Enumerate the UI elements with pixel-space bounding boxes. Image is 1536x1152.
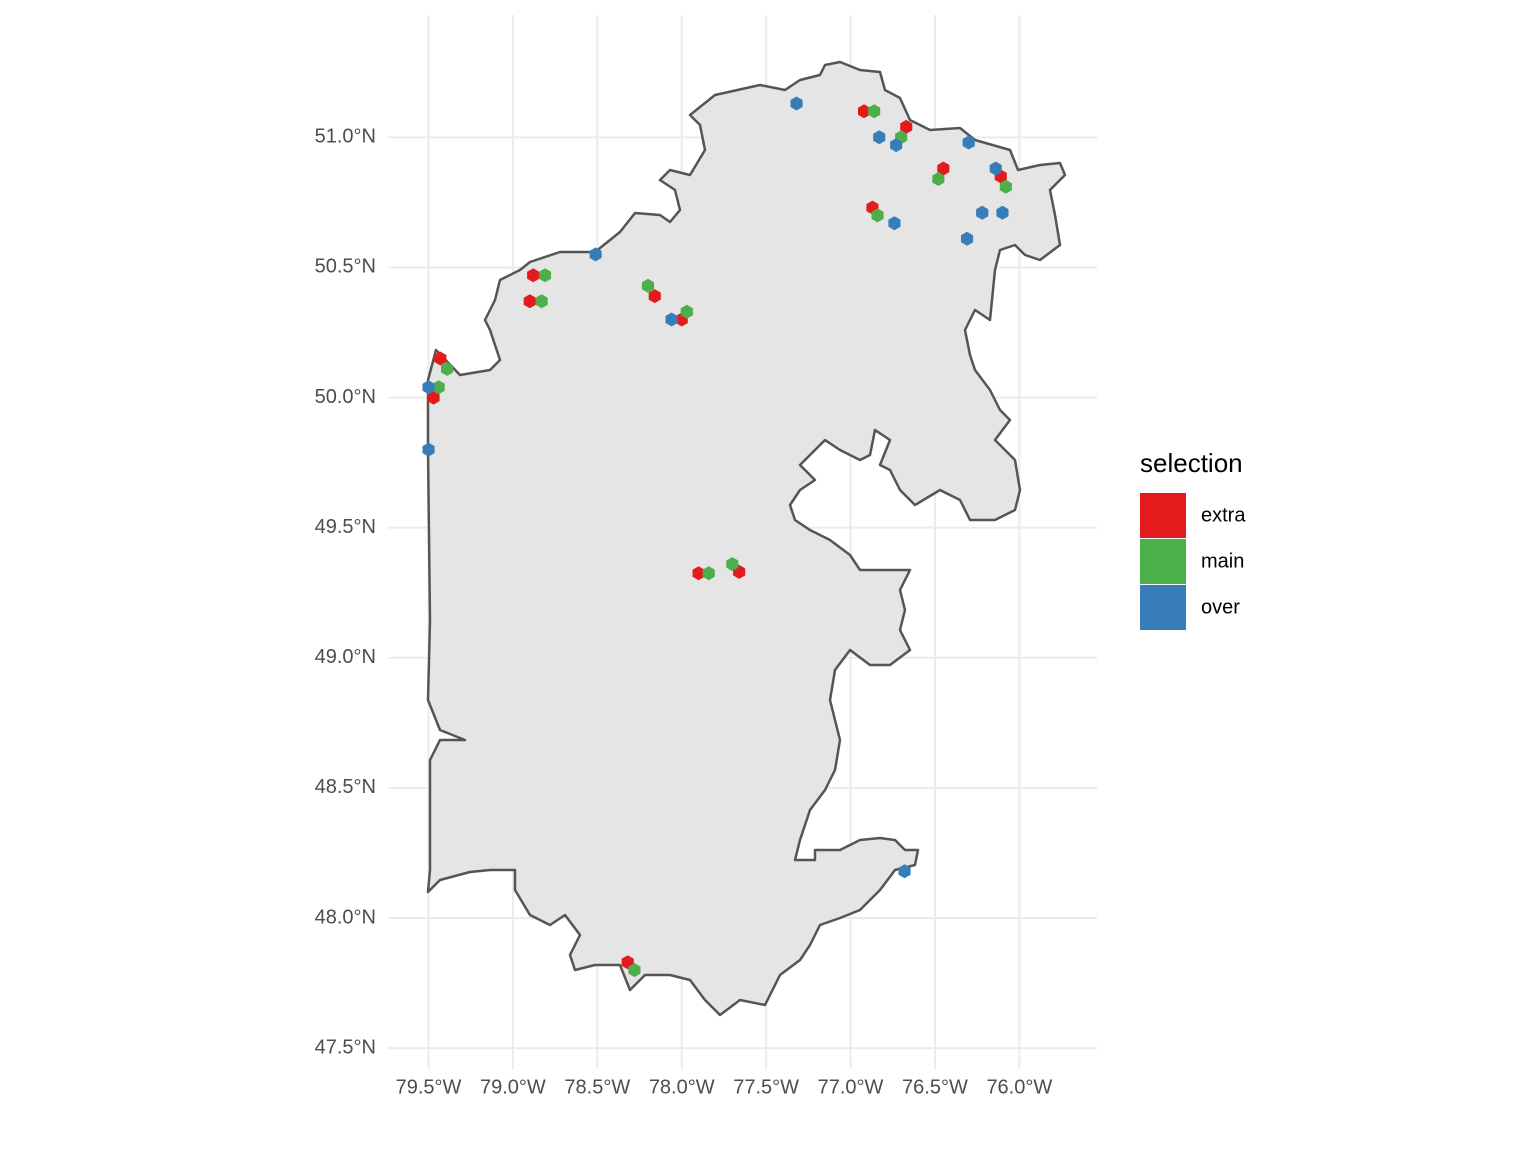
hex-point	[890, 138, 903, 153]
hex-point	[527, 268, 540, 283]
hex-point	[692, 566, 705, 581]
hex-point	[434, 351, 447, 366]
hex-point	[888, 216, 901, 231]
x-tick-label: 79.5°W	[396, 1076, 462, 1098]
points-layer	[422, 96, 1012, 978]
legend-label: extra	[1201, 504, 1246, 526]
legend-key	[1140, 585, 1186, 630]
x-tick-label: 79.0°W	[480, 1076, 546, 1098]
legend-key	[1140, 539, 1186, 584]
hex-point	[996, 205, 1009, 220]
hex-point	[932, 172, 945, 186]
hex-point	[422, 442, 435, 457]
region-outline	[426, 60, 1067, 1017]
hex-point	[868, 104, 881, 119]
y-tick-label: 51.0°N	[315, 126, 376, 148]
legend-title: selection	[1140, 448, 1243, 478]
hex-point	[628, 963, 641, 978]
hex-point	[962, 135, 975, 150]
hex-point	[535, 294, 548, 309]
hex-point	[871, 208, 884, 223]
y-tick-label: 48.5°N	[315, 776, 376, 798]
hex-point	[432, 380, 445, 395]
y-tick-label: 50.5°N	[315, 256, 376, 278]
hex-point	[898, 864, 911, 879]
hex-point	[726, 557, 739, 572]
y-tick-label: 48.0°N	[315, 906, 376, 928]
x-tick-label: 76.0°W	[986, 1076, 1052, 1098]
hex-point	[999, 179, 1012, 194]
hex-point	[858, 104, 871, 119]
hex-point	[427, 390, 440, 405]
hex-point	[702, 566, 715, 581]
y-tick-label: 50.0°N	[315, 386, 376, 408]
legend-label: main	[1201, 550, 1244, 572]
hex-point	[441, 361, 454, 376]
legend-key	[1140, 493, 1186, 538]
hex-point	[422, 380, 435, 395]
hex-point	[538, 268, 552, 283]
legend-label: over	[1201, 596, 1240, 618]
hex-point	[873, 130, 886, 145]
x-tick-label: 76.5°W	[902, 1076, 968, 1098]
y-tick-label: 49.0°N	[315, 646, 376, 668]
hex-point	[523, 294, 536, 309]
x-tick-label: 77.5°W	[733, 1076, 799, 1098]
y-tick-label: 49.5°N	[315, 516, 376, 538]
hex-point	[900, 119, 913, 134]
hex-point	[937, 161, 950, 176]
x-tick-label: 78.5°W	[564, 1076, 630, 1098]
hex-point	[790, 96, 803, 111]
hex-point	[648, 289, 661, 304]
x-tick-label: 77.0°W	[818, 1076, 884, 1098]
hex-point	[989, 161, 1002, 176]
hex-point	[976, 205, 989, 220]
hex-point	[589, 247, 602, 262]
hex-point	[961, 231, 974, 246]
y-tick-label: 47.5°N	[315, 1036, 376, 1058]
x-tick-label: 78.0°W	[649, 1076, 715, 1098]
hex-point	[680, 304, 693, 319]
hex-point	[641, 278, 654, 293]
hex-point	[665, 312, 678, 327]
